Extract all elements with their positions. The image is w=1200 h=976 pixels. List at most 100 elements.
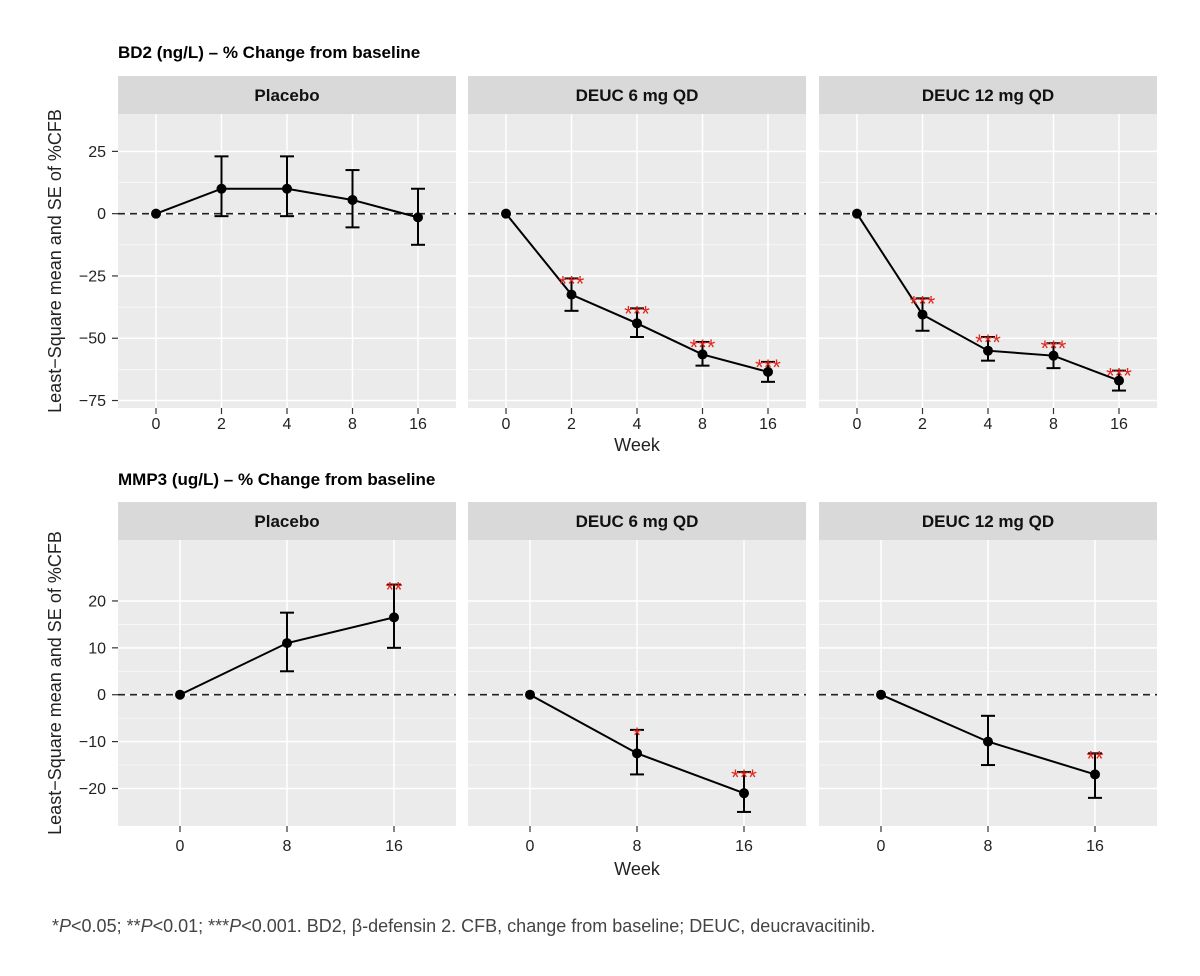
x-tick-label: 16 <box>735 838 753 855</box>
x-axis-label: Week <box>614 435 661 455</box>
facet-deuc-6-mg-qd: DEUC 6 mg QD0 8 16**** <box>468 502 806 855</box>
data-point <box>917 309 928 320</box>
data-point <box>852 208 862 219</box>
facet-strip-label: Placebo <box>254 86 319 105</box>
x-axis-label: Week <box>614 859 661 879</box>
data-point <box>697 349 708 360</box>
significance-marker: *** <box>910 291 936 316</box>
chart-title: MMP3 (ug/L) – % Change from baseline <box>118 470 435 489</box>
facet-strip <box>819 76 1157 114</box>
y-tick-label: 10 <box>88 640 106 657</box>
facet-strip-label: DEUC 12 mg QD <box>922 86 1054 105</box>
x-tick-label: 8 <box>348 416 357 433</box>
x-tick-label: 2 <box>217 416 226 433</box>
significance-marker: *** <box>624 301 650 326</box>
data-point <box>1114 375 1124 386</box>
y-tick-label: −50 <box>79 331 106 348</box>
significance-marker: *** <box>975 330 1001 355</box>
data-point <box>566 289 577 300</box>
data-point <box>983 345 993 356</box>
facet-deuc-12-mg-qd: DEUC 12 mg QD 0 2 4 8 16 *** *** *** *** <box>819 76 1157 433</box>
y-tick-label: 0 <box>97 687 106 704</box>
footnote-segment: P <box>140 916 153 936</box>
y-tick-label: −10 <box>79 734 106 751</box>
data-point <box>216 183 227 194</box>
facet-deuc-6-mg-qd: DEUC 6 mg QD 0 2 4 8 16 *** *** *** *** <box>468 76 806 433</box>
x-tick-label: 8 <box>698 416 707 433</box>
x-tick-label: 8 <box>1049 416 1058 433</box>
data-point <box>347 194 358 205</box>
x-tick-label: 16 <box>759 416 777 433</box>
x-tick-label: 8 <box>283 838 292 855</box>
data-point <box>763 366 773 377</box>
x-tick-label: 0 <box>877 838 886 855</box>
chart-title: BD2 (ng/L) – % Change from baseline <box>118 43 420 62</box>
x-tick-label: 2 <box>567 416 576 433</box>
x-tick-label: 8 <box>633 838 642 855</box>
footnote-segment: <0.001. BD2, β-defensin 2. CFB, change f… <box>241 916 876 936</box>
y-axis-label: Least−Square mean and SE of %CFB <box>45 109 65 413</box>
facet-placebo: Placebo 0 8 16 ** <box>118 502 456 855</box>
footnote-segment: P <box>59 916 72 936</box>
footnote-segment: <0.05; ** <box>71 916 141 936</box>
significance-marker: *** <box>559 271 585 296</box>
y-tick-label: 0 <box>97 206 106 223</box>
significance-marker: *** <box>1041 336 1067 361</box>
x-tick-label: 4 <box>984 416 993 433</box>
significance-marker: ** <box>385 578 403 603</box>
facet-strip-label: DEUC 6 mg QD <box>576 512 699 531</box>
chart-bd2: BD2 (ng/L) – % Change from baseline Least… <box>45 43 1157 455</box>
facet-deuc-12-mg-qd: DEUC 12 mg QD 0 8 16 ** <box>819 502 1157 855</box>
x-tick-label: 0 <box>152 416 161 433</box>
x-tick-label: 2 <box>918 416 927 433</box>
significance-marker: *** <box>755 355 781 380</box>
x-tick-label: 4 <box>283 416 292 433</box>
significance-marker: ** <box>1086 746 1104 771</box>
x-tick-label: 16 <box>1110 416 1128 433</box>
facet-strip <box>819 502 1157 540</box>
facet-strip-label: Placebo <box>254 512 319 531</box>
x-tick-label: 0 <box>502 416 511 433</box>
data-point <box>632 748 642 759</box>
y-axis-label: Least−Square mean and SE of %CFB <box>45 531 65 835</box>
data-point <box>151 208 161 219</box>
x-tick-label: 16 <box>1086 838 1104 855</box>
data-point <box>175 689 185 700</box>
x-tick-label: 0 <box>526 838 535 855</box>
data-point <box>282 638 292 649</box>
x-tick-label: 0 <box>176 838 185 855</box>
facet-placebo: Placebo 0 2 4 8 16 <box>118 76 456 433</box>
x-tick-label: 8 <box>984 838 993 855</box>
data-point <box>876 689 886 700</box>
facet-strip-label: DEUC 6 mg QD <box>576 86 699 105</box>
y-tick-label: −75 <box>79 393 106 410</box>
data-point <box>282 183 292 194</box>
chart-mmp3: MMP3 (ug/L) – % Change from baseline Leas… <box>45 470 1157 879</box>
x-tick-label: 16 <box>409 416 427 433</box>
y-tick-label: −20 <box>79 781 106 798</box>
significance-marker: *** <box>1106 364 1132 389</box>
significance-marker: *** <box>690 335 716 360</box>
significance-marker: * <box>633 723 642 748</box>
facet-strip-label: DEUC 12 mg QD <box>922 512 1054 531</box>
data-point <box>389 612 399 623</box>
footnote-segment: * <box>52 916 60 936</box>
data-point <box>632 318 642 329</box>
facet-strip <box>468 76 806 114</box>
facet-strip <box>118 76 456 114</box>
data-point <box>501 208 511 219</box>
footnote: *P<0.05; **P<0.01; ***P<0.001. BD2, β-de… <box>52 916 1172 937</box>
facet-strip <box>468 502 806 540</box>
data-point <box>1090 769 1100 780</box>
data-point <box>1048 350 1059 361</box>
y-tick-label: 25 <box>88 144 106 161</box>
significance-marker: *** <box>731 765 757 790</box>
data-point <box>413 212 423 223</box>
data-point <box>525 689 535 700</box>
x-tick-label: 16 <box>385 838 403 855</box>
y-tick-label: 20 <box>88 593 106 610</box>
x-tick-label: 0 <box>853 416 862 433</box>
data-point <box>739 788 749 799</box>
y-tick-label: −25 <box>79 268 106 285</box>
